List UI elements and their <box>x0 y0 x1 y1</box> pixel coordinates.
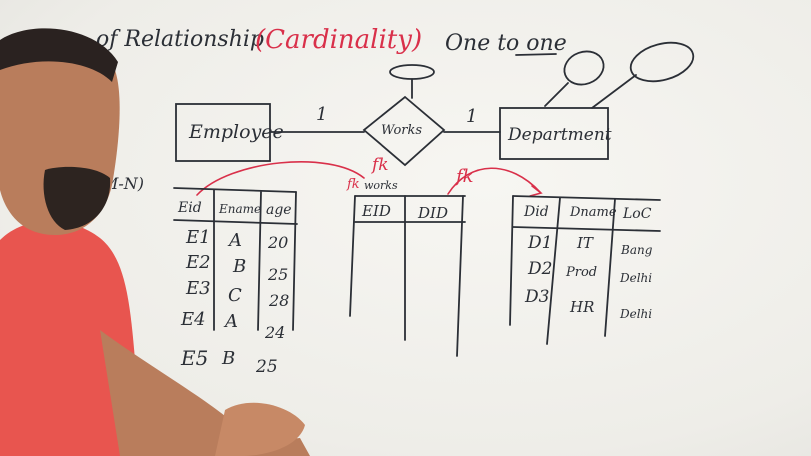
department-header-loc: LoC <box>622 206 652 222</box>
employee-header-ename: Ename <box>218 202 261 216</box>
department-table-col-divider-2 <box>604 198 616 337</box>
employee-header-age: age <box>266 202 292 218</box>
employee-cell: E3 <box>185 278 211 299</box>
works-relationship-diamond <box>362 95 446 167</box>
fk-arrow-employee <box>196 161 365 196</box>
works-small-label: works <box>364 179 398 192</box>
department-cell: HR <box>569 298 594 316</box>
presenter-beard <box>43 166 111 230</box>
department-cell: D2 <box>527 259 552 279</box>
department-cell: Prod <box>565 265 597 280</box>
department-table-top-line <box>512 195 661 201</box>
employee-cell: E5 <box>180 346 208 370</box>
presenter-arm <box>100 330 310 456</box>
department-entity-label: Department <box>507 125 612 145</box>
department-table-header-line <box>512 226 661 232</box>
department-table-left-border <box>509 195 514 326</box>
left-cardinality: 1 <box>316 104 327 125</box>
department-attribute-oval-2 <box>629 41 695 83</box>
department-table: Did Dname LoC D1 IT Bang D2 Prod Delhi D… <box>509 195 661 345</box>
presenter-shirt <box>0 220 140 456</box>
department-attribute-oval-1 <box>563 50 605 86</box>
employee-table: Eid Ename age E1 A 20 E2 B 25 E3 C 28 E4… <box>173 187 298 377</box>
attribute-line-1 <box>544 82 569 107</box>
department-table-col-divider-1 <box>546 197 561 345</box>
employee-cell: C <box>228 285 242 306</box>
employee-cell: B <box>232 256 246 277</box>
presenter-hand <box>215 402 305 456</box>
presenter-hair <box>0 28 118 82</box>
relationship-attribute-oval <box>389 64 435 80</box>
department-entity-box <box>499 107 609 160</box>
fk-arrow-department <box>447 167 541 195</box>
department-cell: D3 <box>524 287 549 307</box>
department-cell: Delhi <box>619 307 652 321</box>
works-header-eid: EID <box>361 202 391 220</box>
employee-cell: E4 <box>180 309 206 330</box>
fk-label-3: fk <box>454 166 474 187</box>
fk-label-1: fk <box>370 155 389 175</box>
department-cell: Delhi <box>619 271 652 285</box>
employee-cell: 25 <box>267 265 288 284</box>
employee-cell: 24 <box>264 323 285 342</box>
works-header-did: DID <box>417 204 448 222</box>
employee-table-header-line <box>173 219 298 225</box>
employee-header-eid: Eid <box>177 200 202 216</box>
department-cell: IT <box>576 234 594 252</box>
title-suffix: One to one <box>445 31 567 56</box>
title-prefix: of Relationship <box>96 27 264 52</box>
employee-table-right-border <box>292 191 297 331</box>
department-header-did: Did <box>523 204 549 220</box>
employee-cell: A <box>227 230 242 251</box>
employee-cell: 28 <box>268 291 289 310</box>
employee-cell: A <box>223 311 238 332</box>
works-table-left-border <box>349 195 356 317</box>
attribute-line-2 <box>591 74 637 109</box>
works-table-right-border <box>456 195 464 357</box>
employee-cell: E1 <box>185 227 211 248</box>
works-relationship-label: Works <box>381 123 422 138</box>
employee-cell: 20 <box>267 233 288 252</box>
title-highlight: (Cardinality) <box>255 25 422 55</box>
fk-label-2: fk <box>346 177 360 192</box>
department-header-dname: Dname <box>569 205 617 220</box>
presenter <box>0 28 310 456</box>
employee-table-col-divider-2 <box>257 191 262 331</box>
employee-table-top-line <box>173 187 297 193</box>
employee-cell: B <box>221 348 235 369</box>
employee-entity-label: Employee <box>188 121 284 143</box>
right-cardinality: 1 <box>466 106 477 127</box>
works-table: EID DID <box>349 195 466 357</box>
department-cell: D1 <box>527 233 552 253</box>
department-cell: Bang <box>620 243 653 257</box>
employee-cell: E2 <box>185 252 211 273</box>
employee-cell: 25 <box>255 357 278 377</box>
title-underline <box>515 53 557 56</box>
fk-arrowhead <box>529 185 543 197</box>
